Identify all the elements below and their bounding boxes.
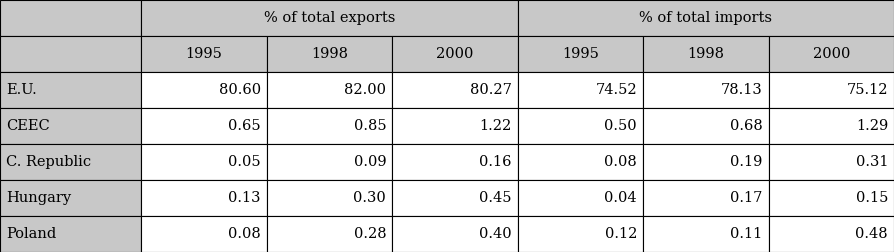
Bar (643, 36, 769, 72)
Text: 0.12: 0.12 (604, 227, 637, 241)
Text: 0.65: 0.65 (228, 119, 261, 133)
Text: 82.00: 82.00 (344, 83, 386, 97)
Bar (518, 36, 643, 72)
Text: 0.48: 0.48 (856, 227, 888, 241)
Bar (643, 72, 769, 108)
Text: 0.31: 0.31 (856, 155, 888, 169)
Bar (769, 72, 894, 108)
Bar (769, 108, 894, 144)
Text: 75.12: 75.12 (847, 83, 888, 97)
Bar (769, 36, 894, 72)
Bar (0, 36, 141, 72)
Bar (518, 72, 643, 108)
Bar (0, 0, 141, 36)
Bar (266, 144, 392, 180)
Bar (141, 216, 266, 252)
Text: 0.13: 0.13 (228, 191, 261, 205)
Text: 0.19: 0.19 (730, 155, 763, 169)
Text: 0.50: 0.50 (604, 119, 637, 133)
Text: 0.04: 0.04 (604, 191, 637, 205)
Text: 0.11: 0.11 (730, 227, 763, 241)
Text: Hungary: Hungary (6, 191, 72, 205)
Bar (0, 144, 141, 180)
Bar (769, 216, 894, 252)
Text: 0.08: 0.08 (228, 227, 261, 241)
Bar (266, 180, 392, 216)
Text: 0.17: 0.17 (730, 191, 763, 205)
Bar (769, 144, 894, 180)
Text: 0.15: 0.15 (856, 191, 888, 205)
Text: 78.13: 78.13 (721, 83, 763, 97)
Bar (643, 180, 769, 216)
Text: 80.60: 80.60 (219, 83, 261, 97)
Bar (0, 180, 141, 216)
Text: 1.22: 1.22 (479, 119, 511, 133)
Bar (518, 216, 643, 252)
Bar (518, 180, 643, 216)
Text: 1.29: 1.29 (856, 119, 888, 133)
Bar (0, 72, 141, 108)
Text: 80.27: 80.27 (469, 83, 511, 97)
Bar (141, 36, 266, 72)
Text: % of total imports: % of total imports (639, 11, 772, 25)
Bar (518, 108, 643, 144)
Bar (518, 0, 894, 36)
Bar (392, 144, 518, 180)
Bar (266, 72, 392, 108)
Bar (141, 108, 266, 144)
Text: 1995: 1995 (562, 47, 599, 61)
Text: 74.52: 74.52 (595, 83, 637, 97)
Text: 1995: 1995 (186, 47, 223, 61)
Text: Poland: Poland (6, 227, 56, 241)
Text: 0.08: 0.08 (604, 155, 637, 169)
Text: 2000: 2000 (813, 47, 850, 61)
Text: % of total exports: % of total exports (264, 11, 395, 25)
Text: 0.16: 0.16 (479, 155, 511, 169)
Text: 0.30: 0.30 (353, 191, 386, 205)
Bar (392, 72, 518, 108)
Text: 0.85: 0.85 (353, 119, 386, 133)
Bar (0, 216, 141, 252)
Bar (769, 180, 894, 216)
Bar (392, 180, 518, 216)
Text: 1998: 1998 (311, 47, 348, 61)
Text: 0.09: 0.09 (353, 155, 386, 169)
Text: 0.68: 0.68 (730, 119, 763, 133)
Bar (0, 108, 141, 144)
Text: C. Republic: C. Republic (6, 155, 91, 169)
Bar (392, 216, 518, 252)
Bar (266, 216, 392, 252)
Text: 1998: 1998 (687, 47, 724, 61)
Bar (392, 36, 518, 72)
Bar (141, 180, 266, 216)
Text: 0.40: 0.40 (479, 227, 511, 241)
Bar (141, 144, 266, 180)
Bar (141, 72, 266, 108)
Bar (266, 108, 392, 144)
Text: 0.05: 0.05 (228, 155, 261, 169)
Bar (141, 0, 518, 36)
Bar (643, 216, 769, 252)
Bar (643, 144, 769, 180)
Bar (518, 144, 643, 180)
Text: CEEC: CEEC (6, 119, 50, 133)
Bar (643, 108, 769, 144)
Text: 0.28: 0.28 (353, 227, 386, 241)
Text: 2000: 2000 (436, 47, 474, 61)
Bar (266, 36, 392, 72)
Text: E.U.: E.U. (6, 83, 37, 97)
Text: 0.45: 0.45 (479, 191, 511, 205)
Bar (392, 108, 518, 144)
